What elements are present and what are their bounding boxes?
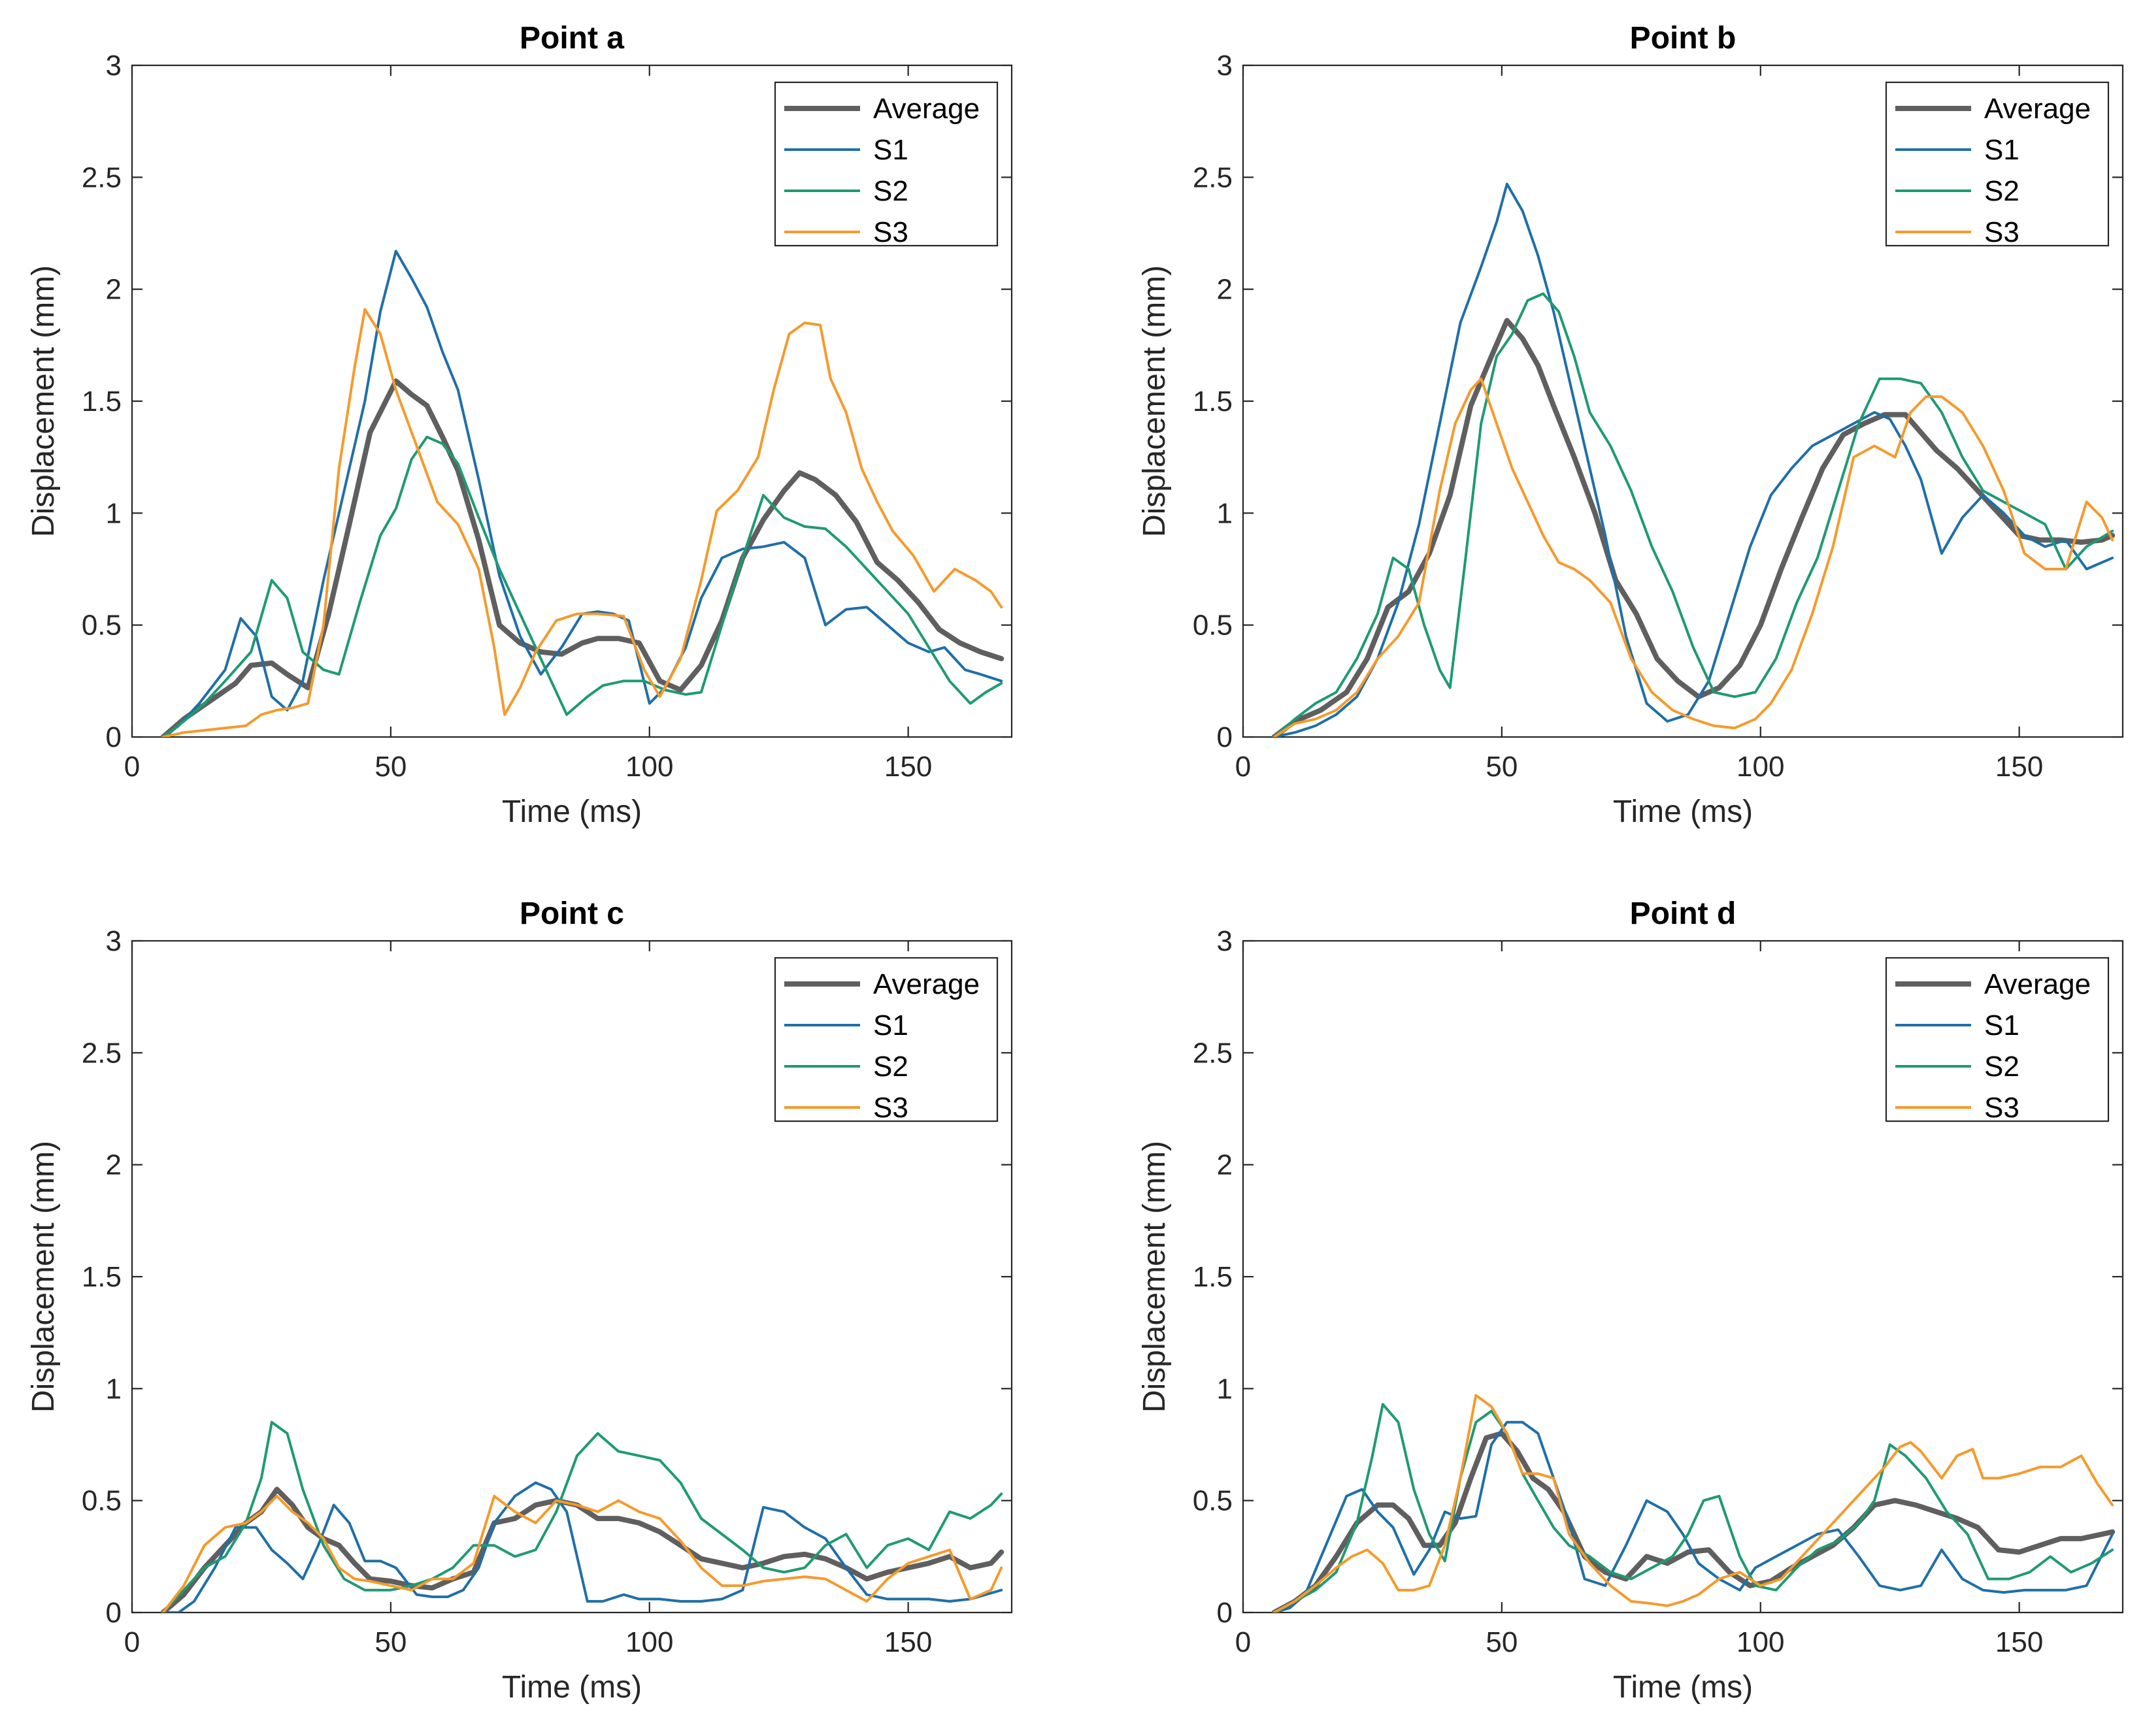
y-axis-label: Displacement (mm) (26, 265, 61, 537)
series-line-s2 (161, 1420, 1003, 1613)
x-axis-label: Time (ms) (1613, 794, 1753, 829)
x-tick-label: 150 (884, 1626, 932, 1658)
y-axis-label: Displacement (mm) (1137, 265, 1172, 537)
x-tick-label: 150 (884, 751, 932, 783)
y-tick-label: 0 (1217, 1597, 1233, 1629)
legend-label-average: Average (873, 93, 980, 125)
x-tick-label: 100 (625, 1626, 673, 1658)
y-tick-label: 1 (1217, 1373, 1233, 1405)
chart-title: Point a (520, 21, 624, 56)
y-tick-label: 2 (1217, 1149, 1233, 1181)
y-tick-label: 3 (106, 50, 122, 82)
y-tick-label: 2.5 (82, 161, 122, 193)
x-tick-label: 100 (625, 751, 673, 783)
legend-label-s1: S1 (1984, 134, 2019, 166)
legend-label-s2: S2 (1984, 1051, 2019, 1083)
chart-panel-3: 0 0.5 1 1.5 2 2.5 3 0 50 100 150 Point d Time (ms) Di… (1137, 896, 2124, 1705)
legend-label-s3: S3 (1984, 216, 2019, 248)
y-tick-label: 0.5 (1193, 1485, 1233, 1517)
series-line-s1 (1272, 182, 2114, 737)
y-tick-label: 0.5 (82, 610, 122, 642)
series-line-s3 (1272, 1394, 2114, 1613)
series-line-s1 (1272, 1420, 2114, 1613)
series-line-s2 (1272, 1403, 2114, 1613)
chart-title: Point b (1630, 21, 1736, 56)
series-line-s2 (1272, 292, 2114, 737)
x-axis-label: Time (ms) (502, 794, 642, 829)
series-line-s2 (161, 435, 1003, 737)
chart-panel-1: 0 0.5 1 1.5 2 2.5 3 0 50 100 150 Point b Time (ms) Di… (1137, 21, 2124, 829)
x-axis-label: Time (ms) (502, 1670, 642, 1705)
y-tick-label: 2 (1217, 274, 1233, 306)
y-tick-label: 2 (106, 1149, 122, 1181)
y-tick-label: 2.5 (82, 1037, 122, 1069)
x-tick-label: 0 (1235, 751, 1251, 783)
x-tick-label: 50 (374, 1626, 407, 1658)
chart-title: Point c (520, 896, 624, 931)
legend-label-average: Average (1984, 968, 2091, 1000)
series-line-average (160, 378, 1005, 737)
y-tick-label: 2 (106, 274, 122, 306)
legend-label-average: Average (1984, 93, 2091, 125)
y-tick-label: 2.5 (1193, 1037, 1233, 1069)
y-tick-label: 1 (106, 1373, 122, 1405)
chart-title: Point d (1630, 896, 1736, 931)
y-tick-label: 1 (106, 497, 122, 529)
x-tick-label: 100 (1736, 1626, 1784, 1658)
y-axis-label: Displacement (mm) (1137, 1141, 1172, 1413)
x-tick-label: 0 (124, 1626, 140, 1658)
x-tick-label: 150 (1995, 751, 2043, 783)
series-line-s1 (161, 1481, 1003, 1613)
y-tick-label: 2.5 (1193, 161, 1233, 193)
legend-label-s3: S3 (1984, 1092, 2019, 1124)
legend-label-s1: S1 (873, 134, 908, 166)
y-tick-label: 1 (1217, 497, 1233, 529)
x-tick-label: 50 (1486, 751, 1518, 783)
legend-label-s1: S1 (1984, 1009, 2019, 1041)
x-axis-label: Time (ms) (1613, 1670, 1753, 1705)
series-line-s1 (161, 250, 1003, 737)
chart-panel-2: 0 0.5 1 1.5 2 2.5 3 0 50 100 150 Point c Time (ms) Di… (26, 896, 1013, 1705)
x-tick-label: 100 (1736, 751, 1784, 783)
series-line-average (1271, 1430, 2116, 1613)
y-tick-label: 0 (1217, 721, 1233, 753)
series-line-s3 (161, 308, 1003, 737)
legend-label-s2: S2 (873, 1051, 908, 1083)
y-tick-label: 0 (106, 1597, 122, 1629)
legend-label-s2: S2 (1984, 175, 2019, 207)
y-tick-label: 0.5 (82, 1485, 122, 1517)
x-tick-label: 50 (1486, 1626, 1518, 1658)
y-tick-label: 0 (106, 721, 122, 753)
x-tick-label: 150 (1995, 1626, 2043, 1658)
y-tick-label: 1.5 (1193, 1261, 1233, 1293)
x-tick-label: 0 (124, 751, 140, 783)
legend-label-s1: S1 (873, 1009, 908, 1041)
y-tick-label: 3 (106, 925, 122, 957)
legend-label-s3: S3 (873, 1092, 908, 1124)
legend-label-s2: S2 (873, 175, 908, 207)
x-tick-label: 50 (374, 751, 407, 783)
y-tick-label: 0.5 (1193, 610, 1233, 642)
y-axis-label: Displacement (mm) (26, 1141, 61, 1413)
y-tick-label: 1.5 (1193, 385, 1233, 418)
y-tick-label: 1.5 (82, 1261, 122, 1293)
legend-label-s3: S3 (873, 216, 908, 248)
legend-label-average: Average (873, 968, 980, 1000)
chart-panel-0: 0 0.5 1 1.5 2 2.5 3 0 50 100 150 Point a Time (ms) Di… (26, 21, 1013, 829)
y-tick-label: 1.5 (82, 385, 122, 418)
y-tick-label: 3 (1217, 50, 1233, 82)
y-tick-label: 3 (1217, 925, 1233, 957)
series-line-s3 (1272, 377, 2114, 737)
x-tick-label: 0 (1235, 1626, 1251, 1658)
series-line-s3 (161, 1494, 1003, 1613)
